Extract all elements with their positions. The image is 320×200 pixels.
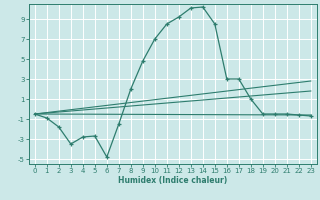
X-axis label: Humidex (Indice chaleur): Humidex (Indice chaleur) xyxy=(118,176,228,185)
